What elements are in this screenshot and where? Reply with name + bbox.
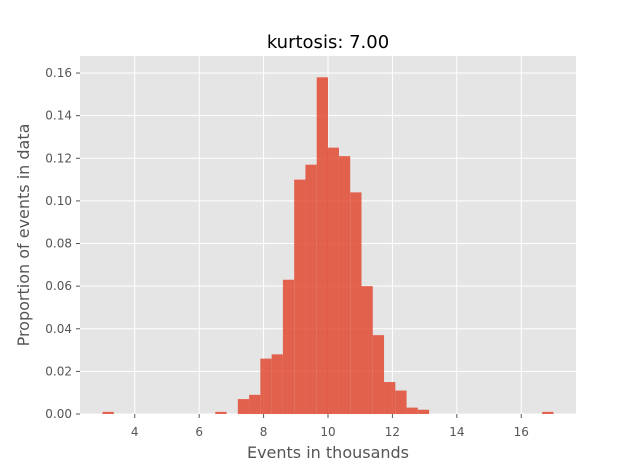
histogram-bar (372, 335, 385, 414)
histogram-bar (102, 411, 114, 414)
histogram-bar (542, 411, 554, 414)
histogram-bar (260, 358, 272, 414)
histogram-bar (316, 77, 328, 415)
histogram-bar (215, 411, 227, 414)
x-tick-label: 12 (385, 425, 400, 439)
histogram-bar (417, 409, 430, 414)
x-tick-label: 14 (449, 425, 464, 439)
chart-title: kurtosis: 7.00 (267, 32, 389, 53)
y-tick-label: 0.02 (45, 364, 72, 378)
y-tick-label: 0.16 (45, 66, 72, 80)
y-tick-label: 0.14 (45, 109, 72, 123)
histogram-bar (361, 286, 373, 414)
histogram-bar (327, 147, 339, 414)
histogram-bar (271, 354, 283, 414)
x-tick-label: 16 (514, 425, 529, 439)
y-tick-label: 0.00 (45, 407, 72, 421)
y-tick-label: 0.12 (45, 151, 72, 165)
histogram-bar (350, 192, 362, 414)
histogram-bar (282, 279, 295, 414)
histogram-bars (102, 77, 554, 415)
x-axis-label: Events in thousands (247, 443, 409, 462)
x-tick-label: 10 (320, 425, 335, 439)
x-tick-label: 8 (260, 425, 268, 439)
y-axis-label: Proportion of events in data (14, 124, 33, 347)
y-tick-label: 0.10 (45, 194, 72, 208)
histogram-bar (406, 407, 418, 414)
histogram-bar (249, 394, 261, 414)
histogram-bar (395, 390, 407, 414)
histogram-bar (294, 179, 306, 414)
histogram-bar (338, 156, 351, 414)
histogram-bar (384, 382, 396, 414)
y-tick-label: 0.08 (45, 237, 72, 251)
axis-ticks: 4 6 8 10 12 14 16 0.00 0.02 0.04 0.06 0.08 0.10 0.12 0… (45, 66, 529, 439)
y-tick-label: 0.06 (45, 279, 72, 293)
x-tick-label: 4 (131, 425, 139, 439)
histogram-bar (305, 164, 317, 414)
histogram-bar (237, 399, 250, 414)
y-tick-label: 0.04 (45, 322, 72, 336)
x-tick-label: 6 (195, 425, 203, 439)
